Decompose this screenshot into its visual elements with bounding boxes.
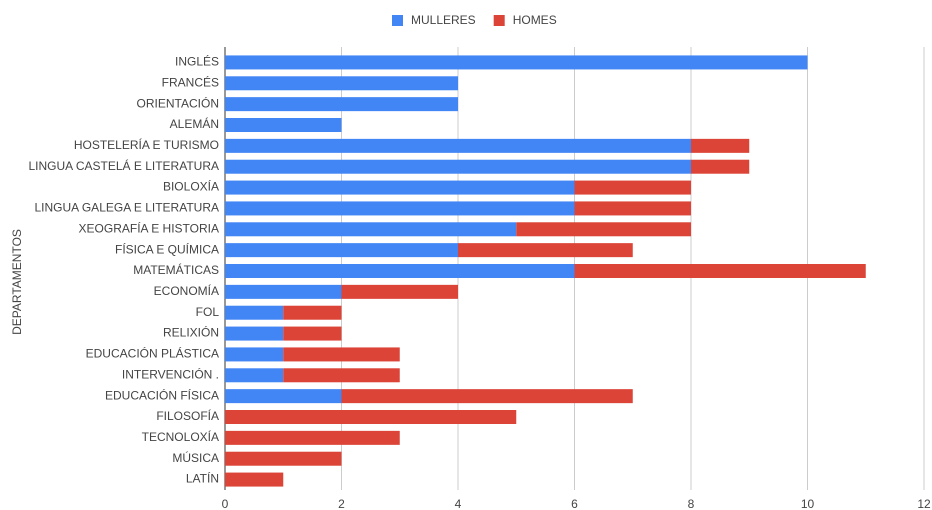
legend-swatch	[493, 15, 505, 26]
y-tick-label: HOSTELERÍA E TURISMO	[74, 137, 219, 152]
y-tick-label: ECONOMÍA	[154, 283, 219, 298]
bar-segment	[458, 243, 633, 258]
bar-segment	[225, 368, 284, 383]
x-tick-label: 0	[222, 497, 229, 510]
y-tick-label: LATÍN	[186, 471, 219, 486]
bar-segment	[225, 305, 284, 320]
y-tick-label: EDUCACIÓN FÍSICA	[105, 387, 219, 402]
y-tick-label: RELIXIÓN	[163, 325, 219, 340]
x-tick-label: 12	[917, 497, 931, 510]
bar-segment	[225, 264, 575, 278]
bar-segment	[691, 138, 750, 153]
bar-segment	[225, 326, 284, 341]
bar-segment	[283, 326, 342, 341]
bar-segment	[225, 389, 342, 404]
x-tick-label: 6	[571, 497, 578, 510]
bar-segment	[225, 410, 517, 424]
y-tick-label: MATEMÁTICAS	[133, 262, 219, 277]
bar-segment	[225, 284, 342, 299]
bar-segment	[225, 222, 517, 237]
bar-segment	[225, 159, 691, 174]
y-tick-label: BIOLOXÍA	[163, 179, 219, 194]
bar-segment	[225, 451, 342, 466]
bar-segment	[225, 138, 691, 153]
legend-label: MULLERES	[411, 13, 476, 27]
y-tick-label: ORIENTACIÓN	[137, 95, 219, 110]
y-tick-label: INTERVENCIÓN .	[122, 366, 219, 381]
bar-segment	[225, 180, 575, 195]
bar-segment	[225, 201, 575, 216]
legend-swatch	[392, 15, 403, 26]
x-tick-label: 10	[801, 497, 815, 510]
bar-segment	[225, 97, 458, 112]
bar-segment	[283, 305, 342, 320]
bar-segment	[283, 368, 400, 383]
bar-segment	[574, 201, 691, 216]
bar-segment	[225, 430, 400, 445]
y-axis-label: DEPARTAMENTOS	[10, 229, 24, 335]
bar-segment	[691, 159, 750, 174]
bar-segment	[225, 472, 284, 487]
y-tick-label: ALEMÁN	[170, 116, 219, 131]
y-tick-label: FÍSICA E QUÍMICA	[115, 241, 219, 256]
y-tick-label: MÚSICA	[172, 450, 219, 465]
bar-segment	[225, 243, 458, 258]
bar-segment	[225, 347, 284, 362]
y-tick-label: FILOSOFÍA	[156, 408, 219, 423]
bar-segment	[225, 55, 808, 70]
y-tick-label: XEOGRAFÍA E HISTORIA	[79, 220, 219, 235]
bar-segment	[341, 284, 458, 299]
bar-segment	[283, 347, 400, 362]
bar-segment	[574, 180, 691, 195]
x-tick-label: 4	[455, 497, 462, 510]
y-tick-label: FRANCÉS	[162, 74, 219, 89]
bar-segment	[341, 389, 633, 404]
y-tick-label: LINGUA GALEGA E LITERATURA	[35, 201, 220, 215]
bar-segment	[225, 76, 458, 91]
bar-segment	[516, 222, 691, 237]
y-tick-label: FOL	[196, 305, 220, 319]
bar-segment	[225, 118, 342, 132]
y-tick-label: TECNOLOXÍA	[142, 429, 219, 444]
y-tick-label: EDUCACIÓN PLÁSTICA	[86, 346, 219, 361]
y-tick-label: LINGUA CASTELÁ E LITERATURA	[29, 158, 220, 173]
bar-segment	[574, 264, 866, 278]
legend-label: HOMES	[513, 13, 557, 27]
y-tick-label: INGLÉS	[175, 54, 219, 69]
x-tick-label: 2	[338, 497, 345, 510]
x-tick-label: 8	[688, 497, 695, 510]
